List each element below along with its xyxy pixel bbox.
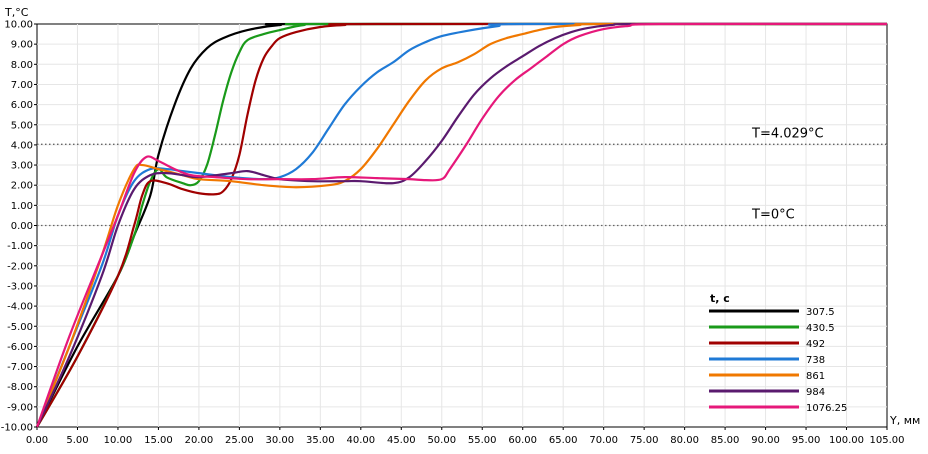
- y-tick-label: -8.00: [7, 382, 33, 393]
- x-tick-label: 60.00: [508, 435, 537, 446]
- x-tick-label: 75.00: [630, 435, 659, 446]
- y-tick-label: 10.00: [4, 20, 33, 31]
- series-line: [35, 22, 888, 428]
- y-tick-label: 7.00: [11, 80, 33, 91]
- y-tick-label: -2.00: [7, 261, 33, 272]
- x-tick-label: 85.00: [711, 435, 740, 446]
- legend-label: 1076.25: [806, 403, 847, 414]
- x-tick-label: 70.00: [589, 435, 618, 446]
- legend: t, c 307.5 430.5 492 738 861 984 1076.25: [709, 292, 847, 414]
- x-tick-label: 95.00: [792, 435, 821, 446]
- x-tick-label: 90.00: [751, 435, 780, 446]
- y-tick-label: 9.00: [11, 40, 33, 51]
- x-tick-label: 45.00: [387, 435, 416, 446]
- x-tick-label: 40.00: [346, 435, 375, 446]
- legend-label: 492: [806, 339, 825, 350]
- reference-lines: T=4.029°C T=0°C: [37, 126, 887, 227]
- x-tick-label: 65.00: [549, 435, 578, 446]
- y-tick-label: 5.00: [11, 120, 33, 131]
- legend-label: 861: [806, 371, 825, 382]
- x-axis-ticks: 0.00 5.00 10.00 15.00 20.00 25.00 30.00 35.00 40…: [26, 427, 905, 446]
- x-tick-label: 30.00: [266, 435, 295, 446]
- legend-label: 984: [806, 387, 825, 398]
- series-line: [36, 22, 888, 428]
- y-tick-label: 6.00: [11, 100, 33, 111]
- legend-title: t, c: [710, 292, 730, 305]
- y-tick-label: 4.00: [11, 140, 33, 151]
- y-tick-label: 0.00: [11, 221, 33, 232]
- y-tick-label: -10.00: [1, 423, 33, 434]
- x-tick-label: 15.00: [144, 435, 173, 446]
- x-axis-title: Y, мм: [889, 414, 920, 427]
- x-tick-label: 105.00: [870, 435, 905, 446]
- y-axis-ticks: 10.00 9.00 8.00 7.00 6.00 5.00 4.00 3.00 2.00 1.0…: [1, 20, 37, 434]
- y-tick-label: -1.00: [7, 241, 33, 252]
- x-tick-label: 100.00: [829, 435, 864, 446]
- legend-label: 307.5: [806, 307, 835, 318]
- y-tick-label: 3.00: [11, 161, 33, 172]
- series-lines: [35, 22, 888, 428]
- y-tick-label: -9.00: [7, 402, 33, 413]
- x-tick-label: 10.00: [104, 435, 133, 446]
- y-tick-label: -4.00: [7, 302, 33, 313]
- reference-line-label: T=4.029°C: [751, 126, 824, 141]
- legend-label: 430.5: [806, 323, 835, 334]
- legend-label: 738: [806, 355, 825, 366]
- y-tick-label: -6.00: [7, 342, 33, 353]
- y-tick-label: 8.00: [11, 60, 33, 71]
- series-line: [36, 22, 888, 428]
- x-tick-label: 20.00: [185, 435, 214, 446]
- x-tick-label: 50.00: [427, 435, 456, 446]
- x-tick-label: 25.00: [225, 435, 254, 446]
- x-tick-label: 35.00: [306, 435, 335, 446]
- x-tick-label: 5.00: [66, 435, 88, 446]
- x-tick-label: 0.00: [26, 435, 48, 446]
- x-tick-label: 80.00: [670, 435, 699, 446]
- y-tick-label: 1.00: [11, 201, 33, 212]
- series-line: [36, 22, 888, 428]
- y-tick-label: -7.00: [7, 362, 33, 373]
- series-line: [35, 22, 888, 428]
- y-tick-label: -5.00: [7, 322, 33, 333]
- x-tick-label: 55.00: [468, 435, 497, 446]
- y-tick-label: -3.00: [7, 281, 33, 292]
- reference-line-label: T=0°C: [751, 208, 795, 223]
- y-tick-label: 2.00: [11, 181, 33, 192]
- y-axis-title: T,°C: [4, 6, 29, 19]
